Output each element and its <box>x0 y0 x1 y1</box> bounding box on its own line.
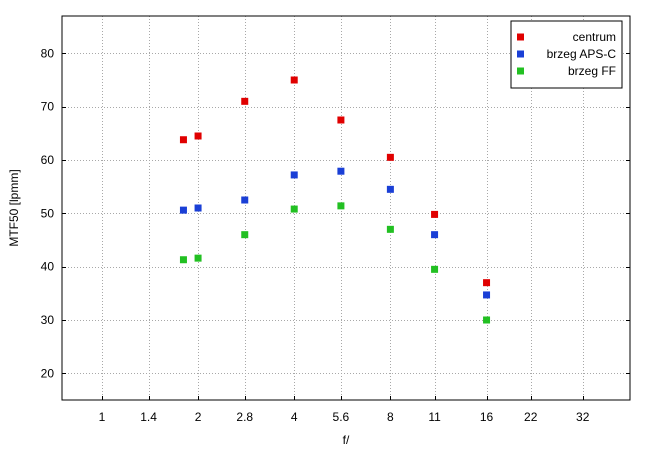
data-point <box>290 76 298 84</box>
y-tick-label: 80 <box>41 46 55 60</box>
y-axis-title: MTF50 [lpmm] <box>7 169 21 246</box>
data-point <box>337 202 345 210</box>
legend-label: brzeg FF <box>568 64 616 78</box>
data-points <box>179 76 491 324</box>
data-point <box>179 256 187 264</box>
data-point <box>194 254 202 262</box>
data-point <box>337 167 345 175</box>
x-tick-label: 8 <box>387 410 394 424</box>
x-tick-label: 4 <box>291 410 298 424</box>
y-tick-label: 70 <box>41 100 55 114</box>
data-point <box>483 279 491 287</box>
legend-label: brzeg APS-C <box>547 47 617 61</box>
axis-ticks: 1 1.4 2 2.8 4 5.6 8 11 16 22 32 20 30 40 50 60 70 80 <box>41 46 630 424</box>
data-point <box>431 231 439 239</box>
y-tick-label: 30 <box>41 313 55 327</box>
data-point <box>194 204 202 212</box>
data-point <box>290 205 298 213</box>
x-tick-label: 5.6 <box>333 410 350 424</box>
x-tick-label: 22 <box>524 410 538 424</box>
data-point <box>179 206 187 214</box>
x-tick-label: 32 <box>576 410 590 424</box>
plot-frame <box>61 15 631 401</box>
x-tick-label: 1.4 <box>140 410 157 424</box>
legend-marker <box>517 33 524 41</box>
x-tick-label: 16 <box>480 410 494 424</box>
legend-box <box>510 20 623 89</box>
x-tick-label: 2 <box>195 410 202 424</box>
y-tick-label: 40 <box>41 260 55 274</box>
legend-marker <box>517 50 524 58</box>
y-tick-label: 60 <box>41 153 55 167</box>
legend-marker <box>517 67 524 75</box>
data-point <box>290 171 298 179</box>
y-tick-label: 20 <box>41 366 55 380</box>
data-point <box>194 132 202 140</box>
data-point <box>179 136 187 144</box>
x-tick-label: 1 <box>99 410 106 424</box>
x-axis-title: f/ <box>343 433 350 447</box>
data-point <box>337 116 345 124</box>
data-point <box>386 225 394 233</box>
data-point <box>483 291 491 299</box>
legend: centrum brzeg APS-C brzeg FF <box>510 20 623 89</box>
y-tick-label: 50 <box>41 206 55 220</box>
data-point <box>386 153 394 161</box>
x-tick-label: 11 <box>428 410 441 424</box>
data-point <box>241 97 249 105</box>
data-point <box>386 185 394 193</box>
data-point <box>431 265 439 273</box>
data-point <box>431 210 439 218</box>
data-point <box>241 231 249 239</box>
legend-label: centrum <box>573 30 616 44</box>
data-point <box>241 196 249 204</box>
data-point <box>483 316 491 324</box>
x-tick-label: 2.8 <box>236 410 253 424</box>
